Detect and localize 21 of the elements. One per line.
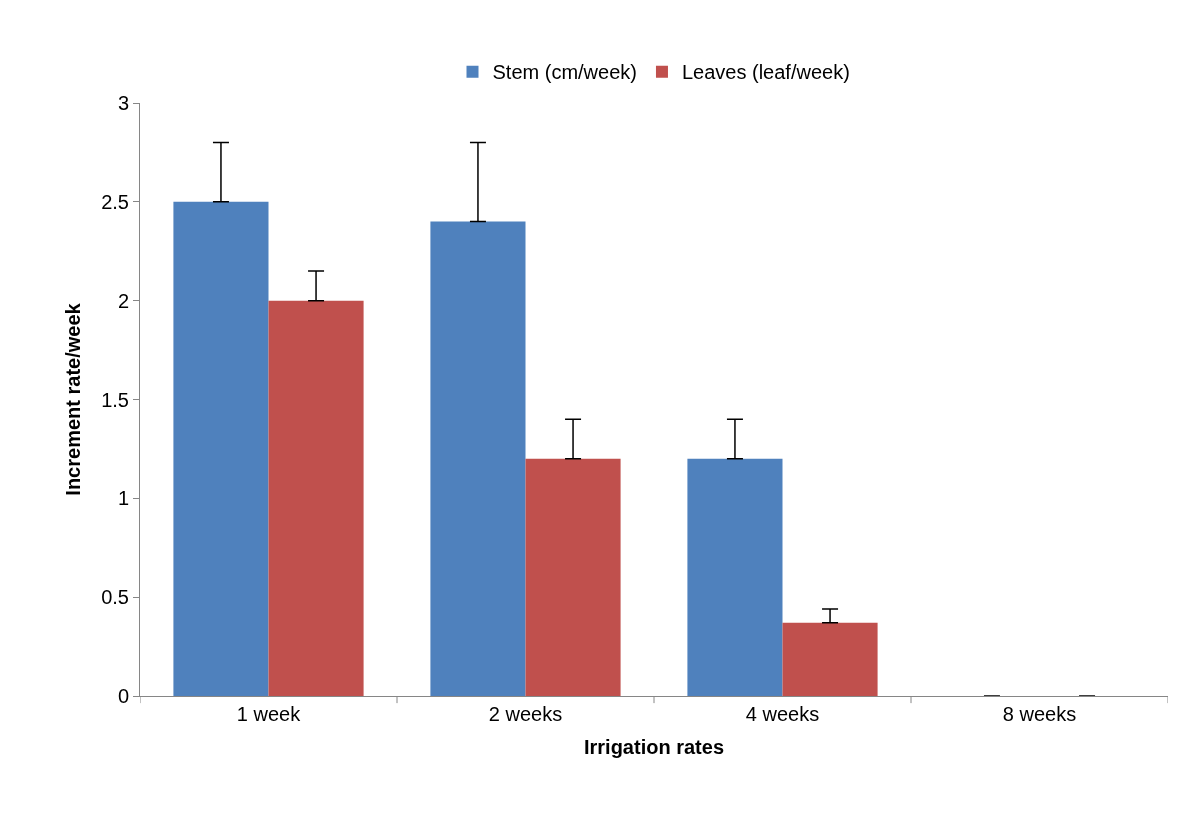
y-tick-label: 3 [117, 92, 129, 114]
x-tick-label: 8 weeks [1002, 703, 1077, 725]
y-tick-label: 2.5 [101, 190, 129, 213]
y-tick-label: 2 [117, 289, 129, 312]
bar [782, 622, 878, 696]
y-axis-title: Increment rate/week [61, 302, 84, 496]
y-tick-label: 0.5 [101, 586, 129, 609]
bar [687, 458, 783, 696]
legend-label: Leaves (leaf/week) [681, 61, 850, 84]
x-tick-label: 2 weeks [488, 703, 563, 725]
y-tick-label: 1 [117, 487, 129, 510]
x-tick-label: 1 week [236, 703, 302, 725]
x-axis-title: Irrigation rates [583, 735, 725, 758]
legend-label: Stem (cm/week) [492, 61, 637, 84]
bar [268, 300, 364, 696]
bar [173, 201, 269, 696]
bar [430, 221, 526, 696]
y-tick-label: 1.5 [101, 388, 129, 411]
x-tick-label: 4 weeks [745, 703, 820, 725]
bar [525, 458, 621, 696]
y-tick-label: 0 [117, 685, 129, 707]
